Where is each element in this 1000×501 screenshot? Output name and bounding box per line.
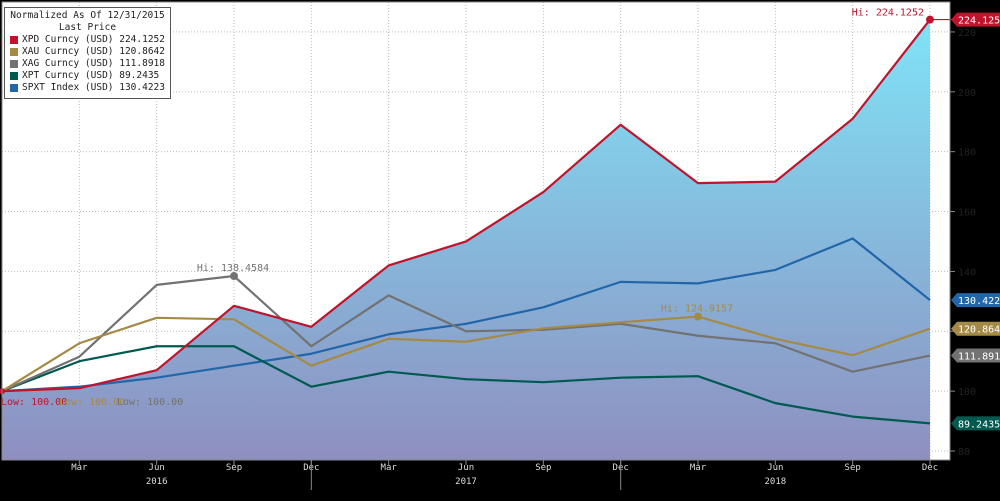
last-value-tag-bg (951, 321, 1000, 336)
legend: Normalized As Of 12/31/2015 Last Price X… (4, 7, 171, 99)
series-line-xpt (1, 345, 931, 425)
y-tick-label: 180 (958, 148, 976, 159)
last-value-tag-label: 130.4223 (958, 296, 1000, 307)
legend-rows: XPD Curncy (USD) 224.1252 XAU Curncy (USD… (10, 34, 165, 94)
y-tick-label: 140 (958, 267, 976, 278)
last-value-tag: 111.8918 (951, 348, 1000, 363)
legend-item-label: XAG Curncy (USD) 111.8918 (22, 58, 165, 69)
low-label: Low: 100.00 (117, 397, 183, 408)
legend-header-subtitle: Last Price (58, 22, 117, 33)
last-value-tag-bg (951, 293, 1000, 308)
high-label: Hi: 138.4584 (197, 263, 269, 274)
last-value-tag-label: 224.1252 (958, 16, 1000, 27)
legend-header-title: Normalized As Of 12/31/2015 (10, 10, 165, 21)
x-tick-label: Dec (922, 463, 938, 473)
series-area-xpd (2, 19, 930, 461)
legend-item: XAG Curncy (USD) 111.8918 (10, 58, 165, 70)
legend-item: XPD Curncy (USD) 224.1252 (10, 34, 165, 46)
legend-item-label: XPD Curncy (USD) 224.1252 (22, 34, 165, 45)
last-value-tag-bg (951, 348, 1000, 363)
last-value-tag-label: 120.8642 (958, 325, 1000, 336)
x-tick-label: Sep (226, 463, 242, 473)
plot-border (1, 1, 951, 461)
legend-item: SPXT Index (USD) 130.4223 (10, 82, 165, 94)
x-tick-label: Mar (381, 463, 398, 473)
last-value-tag-label: 89.2435 (958, 419, 1000, 430)
legend-item: XAU Curncy (USD) 120.8642 (10, 46, 165, 58)
last-value-tag-label: 111.8918 (958, 352, 1000, 363)
last-value-tag-bg (951, 416, 1000, 431)
x-tick-label: Mar (690, 463, 707, 473)
last-value-tag: 130.4223 (951, 293, 1000, 308)
y-tick-label: 200 (958, 88, 976, 99)
y-tick-label: 100 (958, 387, 976, 398)
x-tick-label: Jun (458, 463, 474, 473)
x-year-label: 2017 (455, 477, 477, 487)
legend-swatch (10, 60, 18, 68)
legend-item-label: SPXT Index (USD) 130.4223 (22, 82, 165, 93)
legend-swatch (10, 48, 18, 56)
annotations: Hi: 224.1252 Hi: 138.4584 Hi: 124.9157 Low:… (0, 8, 952, 408)
x-tick-label: Sep (845, 463, 861, 473)
x-tick-label: Mar (71, 463, 88, 473)
x-tick-label: Jun (767, 463, 783, 473)
legend-item-label: XPT Curncy (USD) 89.2435 (22, 70, 160, 81)
legend-swatch (10, 72, 18, 80)
legend-swatch (10, 36, 18, 44)
series-line-xpd (1, 18, 931, 393)
x-tick-label: Jun (149, 463, 165, 473)
x-tick-label: Sep (535, 463, 551, 473)
series-line-spxt (1, 237, 931, 393)
x-year-label: 2018 (764, 477, 786, 487)
legend-item-label: XAU Curncy (USD) 120.8642 (22, 46, 165, 57)
x-axis: Mar Jun Sep Dec Mar Jun Sep Dec Mar Jun Sep Dec2016… (71, 460, 938, 490)
high-marker (230, 272, 238, 281)
series-lines (1, 18, 931, 425)
legend-item: XPT Curncy (USD) 89.2435 (10, 70, 165, 82)
series-line-xau (1, 315, 931, 393)
last-value-tag: 120.8642 (951, 321, 1000, 336)
high-label: Hi: 124.9157 (661, 304, 733, 315)
area-fill (2, 19, 930, 461)
last-value-tag: 89.2435 (951, 416, 1000, 431)
last-value-tag: 224.1252 (951, 12, 1000, 27)
high-label: Hi: 224.1252 (852, 8, 924, 19)
y-tick-label: 220 (958, 28, 976, 39)
y-tick-label: 160 (958, 208, 976, 219)
low-label: Low: 100.00 (59, 397, 125, 408)
low-label: Low: 100.00 (1, 397, 67, 408)
last-value-tag-bg (951, 12, 1000, 27)
x-year-label: 2016 (146, 477, 168, 487)
high-marker (694, 312, 702, 321)
series-line-xag (1, 274, 931, 393)
y-tick-label: 80 (958, 447, 970, 458)
y-axis: 80100120140160180200220224.1252120.86421… (950, 12, 1000, 458)
legend-swatch (10, 84, 18, 92)
